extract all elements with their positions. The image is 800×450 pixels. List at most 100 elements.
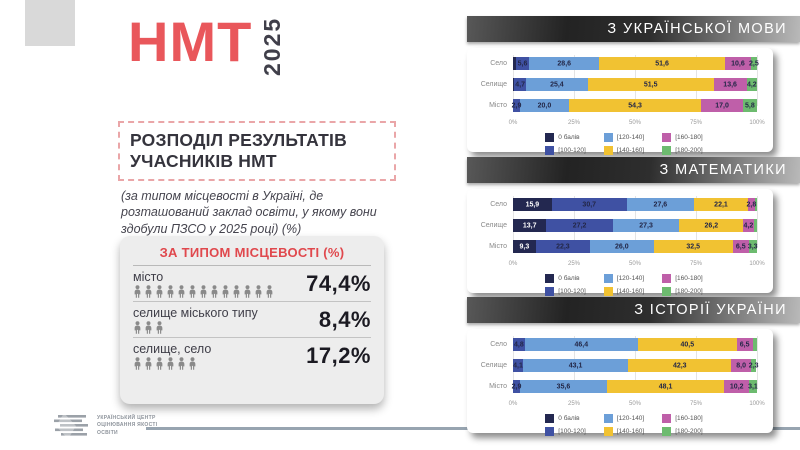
bar-value-label: 22,3 [556,243,570,250]
person-icon [189,285,196,298]
legend-item: [140-160] [603,144,645,156]
bar-value-label: 54,3 [628,102,642,109]
bar-segment-green: 2,3 [749,359,759,372]
x-tick: 100% [749,120,765,126]
bar-segment-green: 4,2 [746,78,757,91]
bar-value-label: 43,1 [568,362,583,369]
bar-segment-magenta: 6,5 [736,338,753,351]
legend-label: [100-120] [558,287,586,295]
bar-value-label: 2,8 [746,201,757,208]
legend-label: [160-180] [675,274,703,282]
bar-segment-green: 3,1 [748,380,758,393]
people-icons [133,321,258,334]
legend-swatch-royal [545,286,555,296]
bar-segment-royal: 2,9 [512,99,521,112]
chart-plot-area: Село 15,9 30,7 27,6 22,1 2,8 Селище 13,7 27,2 27,… [477,196,758,253]
bar-segment-yellow: 40,5 [637,338,737,351]
person-icon [266,285,273,298]
x-tick: 25% [567,401,581,407]
legend-label: [120-140] [616,133,645,141]
person-icon [200,285,207,298]
stacked-bar: 4,7 25,4 51,5 13,6 4,2 [513,78,757,91]
bar-value-label: 10,2 [729,383,744,390]
person-icon [167,285,174,298]
bar-segment-green [754,198,757,211]
bar-value-label: 10,6 [731,60,745,67]
stacked-bar: 4,8 46,4 40,5 6,5 [513,338,757,351]
bar-value-label: 4,7 [515,81,526,88]
stacked-bar: 2,9 35,6 48,1 10,2 3,1 [511,380,758,393]
org-footer: УКРАЇНСЬКИЙ ЦЕНТР ОЦІНЮВАННЯ ЯКОСТІ ОСВІ… [52,413,159,439]
locality-value: 74,4% [306,271,371,296]
gridline [757,336,758,387]
legend-item: [160-180] [662,131,703,143]
bar-segment-royal: 4,1 [513,359,523,372]
chart-row: Село 5,6 28,6 51,6 10,6 2,5 [477,57,759,70]
legend-item: [140-160] [603,285,644,297]
stacked-bar: 13,7 27,2 27,3 26,2 4,2 [513,219,757,232]
chart-card-1: Село 5,6 28,6 51,6 10,6 2,5 Селище 4,7 25,4 51,5 1… [467,48,773,155]
bar-segment-royal: 30,7 [551,198,627,211]
bar-value-label: 25,4 [550,81,564,88]
legend-swatch-green [662,426,672,436]
legend-label: [180-200] [675,287,703,295]
legend-label: [160-180] [675,414,703,422]
x-axis-ticks: 0% 25% 50% 75% 100% [509,120,765,129]
bar-segment-yellow: 32,5 [653,240,733,253]
locality-info: селище, село [133,342,211,370]
bar-value-label: 5,6 [517,60,528,67]
x-axis-ticks: 0% 25% 50% 75% 100% [509,261,765,270]
legend-item: 0 балів [545,272,585,284]
legend-label: [100-120] [558,146,586,154]
bar-segment-green [753,219,757,232]
bar-segment-royal: 2,9 [511,380,522,393]
bar-value-label: 2,5 [749,60,759,67]
x-tick: 75% [689,261,703,267]
legend-item: [100-120] [545,425,586,437]
legend-item: 0 балів [545,131,585,143]
bar-value-label: 5,8 [745,102,755,109]
legend-swatch-magenta [662,273,672,283]
legend-swatch-magenta [662,132,672,142]
locality-row-2: селище міського типу 8,4% [133,302,371,338]
nmt-logo: НМТ 2025 [128,14,286,77]
legend-swatch-royal [545,426,555,436]
legend-swatch-light_blue [603,273,613,283]
row-label: Село [490,341,507,348]
bar-segment-yellow: 42,3 [628,359,732,372]
locality-value: 17,2% [306,343,371,368]
legend-label: 0 балів [558,133,580,141]
bar-value-label: 4,8 [513,341,524,348]
bar-value-label: 35,6 [556,383,571,390]
legend-swatch-royal [545,145,555,155]
legend-item: [100-120] [545,285,586,297]
bar-segment-light_blue: 20,0 [520,99,569,112]
legend-label: [140-160] [616,146,645,154]
bar-value-label: 26,2 [704,222,719,229]
chart-title-3: З ІСТОРІЇ УКРАЇНИ [467,297,800,323]
bar-segment-navy: 13,7 [513,219,547,232]
row-label: Село [490,201,507,208]
person-icon [222,285,229,298]
legend-swatch-yellow [603,145,613,155]
corner-decoration [25,0,75,46]
x-tick: 75% [689,401,703,407]
legend-item: 0 балів [545,412,585,424]
stacked-bar: 5,6 28,6 51,6 10,6 2,5 [513,57,759,70]
bar-segment-light_blue: 46,4 [524,338,638,351]
bar-value-label: 15,9 [525,201,540,208]
chart-row: Селище 13,7 27,2 27,3 26,2 4,2 [477,219,757,232]
org-name: УКРАЇНСЬКИЙ ЦЕНТР ОЦІНЮВАННЯ ЯКОСТІ ОСВІ… [97,414,158,436]
chart-legend: 0 балів [100-120] [120-140] [140-160] [160-1… [491,131,757,156]
chart-row: Місто 2,9 35,6 48,1 10,2 3,1 [477,380,758,393]
legend-swatch-magenta [662,413,672,423]
bar-value-label: 51,6 [655,60,669,67]
row-label: Місто [489,383,507,390]
bar-value-label: 13,7 [522,222,537,229]
ucequ-logo-icon [54,413,88,439]
bar-segment-yellow: 51,5 [587,78,714,91]
chart-row: Селище 4,7 25,4 51,5 13,6 4,2 [477,78,757,91]
bar-value-label: 9,3 [519,243,530,250]
bar-value-label: 2,9 [511,383,522,390]
x-tick: 0% [508,120,518,126]
